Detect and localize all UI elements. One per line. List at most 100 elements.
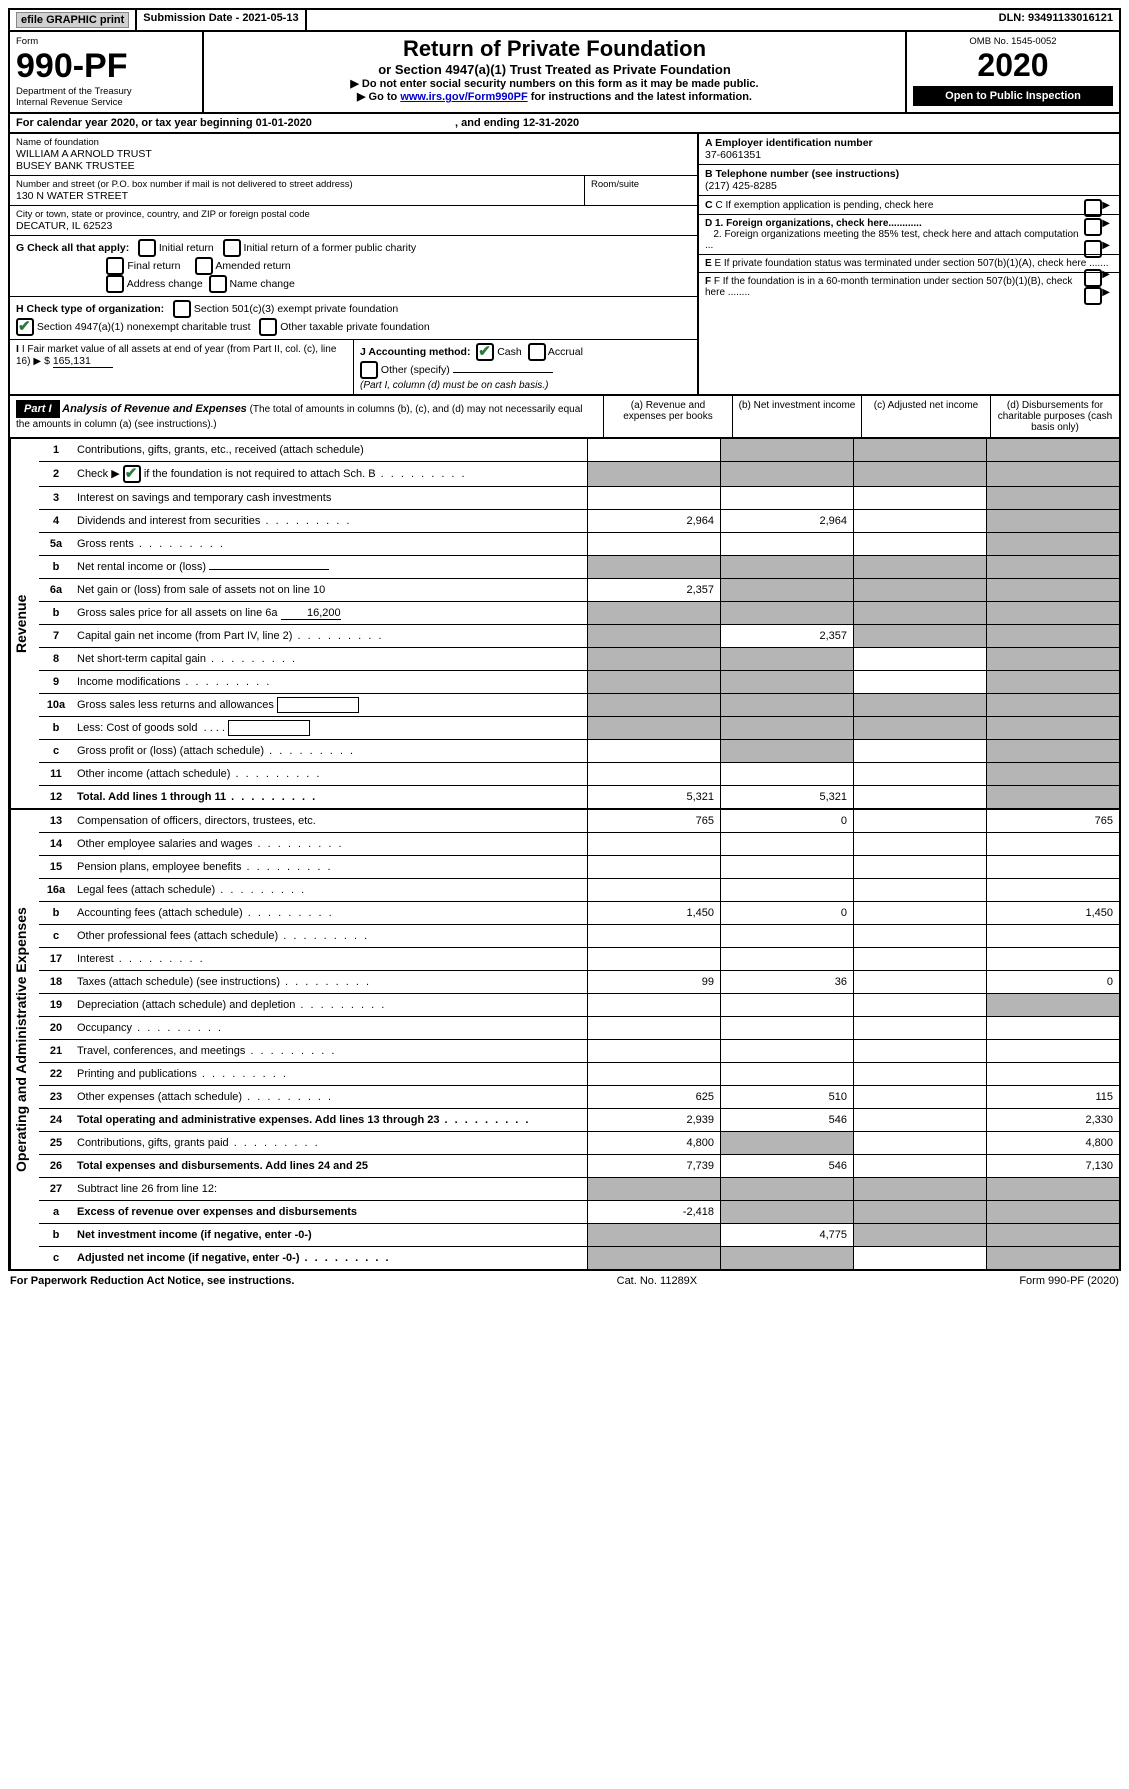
- efile-print-button[interactable]: efile GRAPHIC print: [16, 12, 129, 28]
- header-right: OMB No. 1545-0052 2020 Open to Public In…: [907, 32, 1119, 112]
- sch-b-checkbox[interactable]: [123, 465, 141, 483]
- line-20: Occupancy: [73, 1019, 587, 1037]
- line-6b: Gross sales price for all assets on line…: [73, 604, 587, 623]
- final-return-checkbox[interactable]: [106, 257, 124, 275]
- footer-mid: Cat. No. 11289X: [617, 1275, 698, 1287]
- h-label: H Check type of organization:: [16, 303, 164, 315]
- addr-change-checkbox[interactable]: [106, 275, 124, 293]
- line-10b: Less: Cost of goods sold . . . .: [73, 717, 587, 739]
- line-25: Contributions, gifts, grants paid: [73, 1134, 587, 1152]
- line-7: Capital gain net income (from Part IV, l…: [73, 627, 587, 645]
- part1-label: Part I: [16, 400, 60, 418]
- l25-d: 4,800: [986, 1132, 1119, 1154]
- addr-value: 130 N WATER STREET: [16, 190, 578, 202]
- line-16c: Other professional fees (attach schedule…: [73, 927, 587, 945]
- ij-row: I I Fair market value of all assets at e…: [10, 340, 697, 394]
- line-27a: Excess of revenue over expenses and disb…: [73, 1203, 587, 1221]
- e-checkbox[interactable]: [1084, 269, 1102, 287]
- cash-checkbox[interactable]: [476, 343, 494, 361]
- l13-b: 0: [720, 810, 853, 832]
- room-label: Room/suite: [591, 179, 691, 190]
- initial-return-checkbox[interactable]: [138, 239, 156, 257]
- line-12: Total. Add lines 1 through 11: [73, 788, 587, 806]
- 501c3-checkbox[interactable]: [173, 300, 191, 318]
- f-cell: F F If the foundation is in a 60-month t…: [699, 273, 1119, 301]
- address-row: Number and street (or P.O. box number if…: [10, 176, 697, 206]
- l23-d: 115: [986, 1086, 1119, 1108]
- l4-a: 2,964: [587, 510, 720, 532]
- line-15: Pension plans, employee benefits: [73, 858, 587, 876]
- g-label: G Check all that apply:: [16, 242, 129, 254]
- form-subtitle: or Section 4947(a)(1) Trust Treated as P…: [210, 62, 899, 77]
- col-b-head: (b) Net investment income: [732, 396, 861, 437]
- l6b-val: 16,200: [281, 607, 341, 620]
- 4947-checkbox[interactable]: [16, 318, 34, 336]
- 4947-label: Section 4947(a)(1) nonexempt charitable …: [37, 321, 251, 333]
- line-6a: Net gain or (loss) from sale of assets n…: [73, 581, 587, 599]
- top-bar: efile GRAPHIC print Submission Date - 20…: [8, 8, 1121, 32]
- final-label: Final return: [127, 260, 180, 272]
- l26-a: 7,739: [587, 1155, 720, 1177]
- l25-a: 4,800: [587, 1132, 720, 1154]
- foundation-name-1: WILLIAM A ARNOLD TRUST: [16, 148, 691, 160]
- ein-value: 37-6061351: [705, 149, 761, 161]
- h-checks: H Check type of organization: Section 50…: [10, 297, 697, 340]
- line-16b: Accounting fees (attach schedule): [73, 904, 587, 922]
- l23-b: 510: [720, 1086, 853, 1108]
- other-taxable-label: Other taxable private foundation: [280, 321, 429, 333]
- addr-label: Number and street (or P.O. box number if…: [16, 179, 578, 190]
- name-change-checkbox[interactable]: [209, 275, 227, 293]
- open-public-badge: Open to Public Inspection: [913, 86, 1113, 106]
- instructions-link[interactable]: www.irs.gov/Form990PF: [400, 91, 527, 103]
- line-26: Total expenses and disbursements. Add li…: [73, 1157, 587, 1175]
- footer: For Paperwork Reduction Act Notice, see …: [8, 1271, 1121, 1291]
- line-22: Printing and publications: [73, 1065, 587, 1083]
- info-grid: Name of foundation WILLIAM A ARNOLD TRUS…: [8, 134, 1121, 396]
- initial-former-checkbox[interactable]: [223, 239, 241, 257]
- form-word: Form: [16, 36, 196, 47]
- info-left: Name of foundation WILLIAM A ARNOLD TRUS…: [10, 134, 699, 394]
- phone-cell: B Telephone number (see instructions) (2…: [699, 165, 1119, 196]
- c-cell: C C If exemption application is pending,…: [699, 196, 1119, 215]
- d2-checkbox[interactable]: [1084, 240, 1102, 258]
- f-checkbox[interactable]: [1084, 287, 1102, 305]
- line-18: Taxes (attach schedule) (see instruction…: [73, 973, 587, 991]
- line-11: Other income (attach schedule): [73, 765, 587, 783]
- initial-label: Initial return: [159, 242, 214, 254]
- city-value: DECATUR, IL 62523: [16, 220, 691, 232]
- cal-begin: 01-01-2020: [256, 117, 312, 129]
- j-note: (Part I, column (d) must be on cash basi…: [360, 380, 548, 391]
- l24-b: 546: [720, 1109, 853, 1131]
- d1-checkbox[interactable]: [1084, 218, 1102, 236]
- line-3: Interest on savings and temporary cash i…: [73, 489, 587, 507]
- form-title: Return of Private Foundation: [210, 36, 899, 62]
- info-right: A Employer identification number 37-6061…: [699, 134, 1119, 394]
- line-27c: Adjusted net income (if negative, enter …: [73, 1249, 587, 1267]
- instr-2: ▶ Go to www.irs.gov/Form990PF for instru…: [210, 90, 899, 103]
- l26-b: 546: [720, 1155, 853, 1177]
- amended-label: Amended return: [215, 260, 290, 272]
- other-method-checkbox[interactable]: [360, 361, 378, 379]
- other-taxable-checkbox[interactable]: [259, 318, 277, 336]
- col-a-head: (a) Revenue and expenses per books: [603, 396, 732, 437]
- l18-b: 36: [720, 971, 853, 993]
- instr-1: ▶ Do not enter social security numbers o…: [210, 77, 899, 90]
- amended-checkbox[interactable]: [195, 257, 213, 275]
- dept1: Department of the Treasury: [16, 86, 196, 97]
- phone-value: (217) 425-8285: [705, 180, 777, 192]
- line-14: Other employee salaries and wages: [73, 835, 587, 853]
- l16b-b: 0: [720, 902, 853, 924]
- revenue-body: 1Contributions, gifts, grants, etc., rec…: [39, 439, 1119, 808]
- header-left: Form 990-PF Department of the Treasury I…: [10, 32, 204, 112]
- city-cell: City or town, state or province, country…: [10, 206, 697, 236]
- calendar-year-row: For calendar year 2020, or tax year begi…: [8, 114, 1121, 134]
- part1-desc: Part I Analysis of Revenue and Expenses …: [10, 396, 603, 437]
- expenses-label: Operating and Administrative Expenses: [10, 810, 39, 1269]
- l24-a: 2,939: [587, 1109, 720, 1131]
- line-1: Contributions, gifts, grants, etc., rece…: [73, 441, 587, 459]
- addr-change-label: Address change: [127, 278, 203, 290]
- line-27: Subtract line 26 from line 12:: [73, 1180, 587, 1198]
- c-checkbox[interactable]: [1084, 199, 1102, 217]
- part1-title: Analysis of Revenue and Expenses: [62, 403, 247, 415]
- accrual-checkbox[interactable]: [528, 343, 546, 361]
